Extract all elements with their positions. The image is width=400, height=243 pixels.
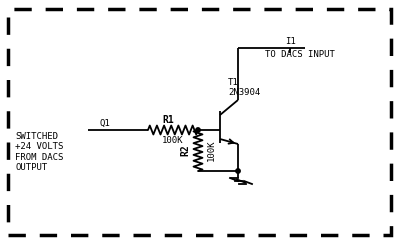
Circle shape	[236, 169, 240, 173]
Text: R1: R1	[162, 115, 174, 125]
Text: 100K: 100K	[207, 140, 216, 161]
Text: Q1: Q1	[100, 119, 111, 128]
Text: I1: I1	[285, 37, 295, 46]
Text: 100K: 100K	[162, 136, 184, 145]
Text: T1
2N3904: T1 2N3904	[228, 78, 260, 97]
Text: R2: R2	[180, 145, 190, 156]
Circle shape	[196, 128, 200, 132]
Text: TO DACS INPUT: TO DACS INPUT	[265, 50, 335, 59]
Text: SWITCHED
+24 VOLTS
FROM DACS
OUTPUT: SWITCHED +24 VOLTS FROM DACS OUTPUT	[15, 132, 63, 172]
